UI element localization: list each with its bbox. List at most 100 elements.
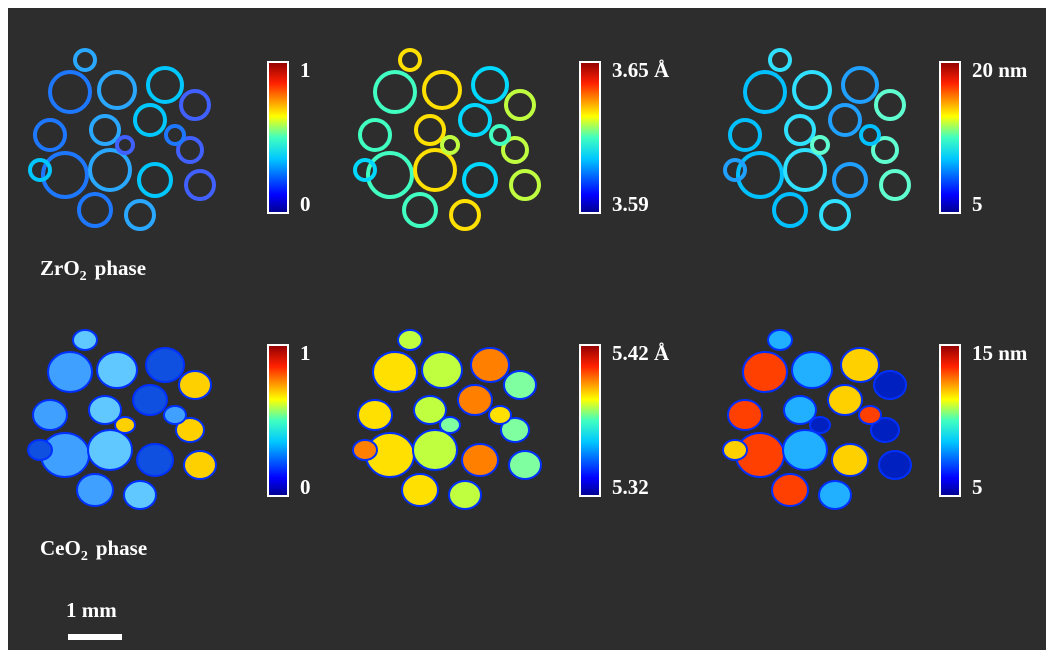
colorbar-min: 0 [300,192,311,216]
ring [184,169,216,201]
ring [179,89,211,121]
particle [827,384,863,416]
particle [175,417,205,443]
colorbar [939,61,961,214]
ring [736,151,784,199]
particle [840,347,880,383]
ring [772,192,808,228]
ring [828,103,862,137]
particle [123,480,157,510]
ring [41,151,89,199]
particle [401,473,439,507]
ring [77,192,113,228]
map [722,329,912,510]
particle [32,399,68,431]
particle [858,405,882,425]
colorbar [579,344,601,497]
map [723,48,911,231]
label-main: CeO [40,536,81,560]
colorbar [579,61,601,214]
particle [782,429,828,471]
particle [439,416,461,434]
particle [352,439,378,461]
particle [873,370,907,400]
ring [137,162,173,198]
ring [504,89,536,121]
map [353,48,541,231]
particle [397,329,423,351]
label-sub: 2 [80,269,87,284]
ring [723,158,747,182]
ring [73,48,97,72]
ring [832,162,868,198]
ring [783,148,827,192]
colorbar [267,61,289,214]
colorbar-max: 3.65 Å [612,58,670,82]
particle [461,443,499,477]
phase-label: ZrO2 phase [40,256,146,284]
particle [470,347,510,383]
map [28,48,216,231]
ring [874,89,906,121]
phase-label: CeO2 phase [40,536,147,564]
ring [728,118,762,152]
particle [114,416,136,434]
particle [76,473,114,507]
colorbar [267,344,289,497]
colorbar-min: 5.32 [612,475,649,499]
colorbar-max: 1 [300,341,311,365]
ring [509,169,541,201]
ring [33,118,67,152]
ring [422,70,462,110]
label-sub: 2 [81,549,88,564]
ring [859,124,881,146]
ring [89,114,121,146]
ring [146,66,184,104]
ring [810,135,830,155]
ring [784,114,816,146]
particle [488,405,512,425]
particle [96,351,138,389]
ring [471,66,509,104]
ring [398,48,422,72]
particle [132,384,168,416]
ring [440,135,460,155]
particle [27,439,53,461]
ring [164,124,186,146]
ring [819,199,851,231]
particle [421,351,463,389]
ring [449,199,481,231]
particle [508,450,542,480]
ring [743,70,787,114]
particle [412,429,458,471]
ring [792,70,832,110]
background [8,8,1046,650]
colorbar-min: 5 [972,192,983,216]
particle [47,351,93,393]
particle [818,480,852,510]
particle [809,416,831,434]
ring [373,70,417,114]
ring [501,136,529,164]
particle [448,480,482,510]
particle [163,405,187,425]
particle [831,443,869,477]
particle [72,329,98,351]
colorbar-max: 5.42 Å [612,341,670,365]
colorbar-min: 5 [972,475,983,499]
colorbar-max: 1 [300,58,311,82]
ring [358,118,392,152]
map [27,329,217,510]
ring [48,70,92,114]
label-rest: phase [95,256,146,280]
particle [767,329,793,351]
ring [97,70,137,110]
ring [879,169,911,201]
particle [791,351,833,389]
particle [771,473,809,507]
colorbar-min: 0 [300,475,311,499]
ring [88,148,132,192]
ring [768,48,792,72]
